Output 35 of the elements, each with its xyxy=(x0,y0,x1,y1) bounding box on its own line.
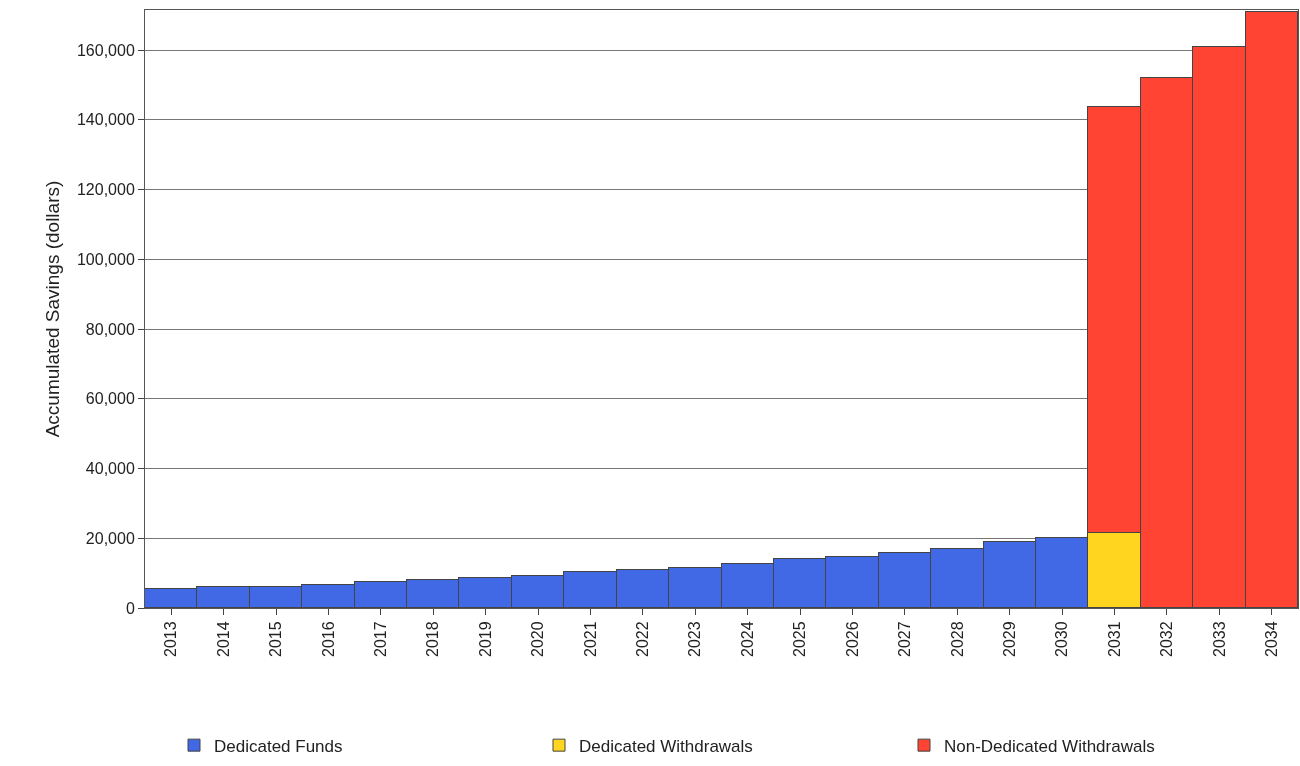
x-tick-label: 2014 xyxy=(214,621,232,657)
y-tick-label: 80,000 xyxy=(85,320,135,338)
x-tick-label: 2028 xyxy=(948,621,966,657)
x-tick-label: 2018 xyxy=(424,621,442,657)
y-tick-label: 100,000 xyxy=(76,250,135,268)
x-tick-label: 2017 xyxy=(372,621,390,657)
x-tick-label: 2027 xyxy=(896,621,914,657)
x-tick-label: 2020 xyxy=(529,621,547,657)
x-tick-label: 2019 xyxy=(476,621,494,657)
x-tick-label: 2024 xyxy=(738,621,756,657)
x-tick-label: 2023 xyxy=(686,621,704,657)
x-tick-label: 2029 xyxy=(1000,621,1018,657)
x-tick-label: 2034 xyxy=(1263,621,1280,657)
y-tick-label: 20,000 xyxy=(85,529,135,547)
y-tick-label: 140,000 xyxy=(76,111,135,129)
x-tick-label: 2030 xyxy=(1053,621,1071,657)
x-tick-label: 2013 xyxy=(162,621,180,657)
x-tick-label: 2033 xyxy=(1210,621,1228,657)
x-tick-label: 2021 xyxy=(581,621,599,657)
y-tick-label: 40,000 xyxy=(85,460,135,478)
y-tick-label: 0 xyxy=(125,599,135,617)
x-tick-label: 2031 xyxy=(1105,621,1123,657)
legend-label: Dedicated Withdrawals xyxy=(579,736,753,756)
y-axis-title: Accumulated Savings (dollars) xyxy=(41,180,63,438)
x-tick-label: 2016 xyxy=(319,621,337,657)
x-tick-label: 2015 xyxy=(267,621,285,657)
y-tick-label: 120,000 xyxy=(76,181,135,199)
legend-label: Non-Dedicated Withdrawals xyxy=(944,736,1155,756)
x-tick-label: 2022 xyxy=(634,621,652,657)
y-tick-label: 160,000 xyxy=(76,41,135,59)
y-tick-label: 60,000 xyxy=(85,390,135,408)
x-tick-label: 2025 xyxy=(791,621,809,657)
x-tick-label: 2032 xyxy=(1158,621,1176,657)
legend-label: Dedicated Funds xyxy=(214,736,343,756)
x-tick-label: 2026 xyxy=(843,621,861,657)
